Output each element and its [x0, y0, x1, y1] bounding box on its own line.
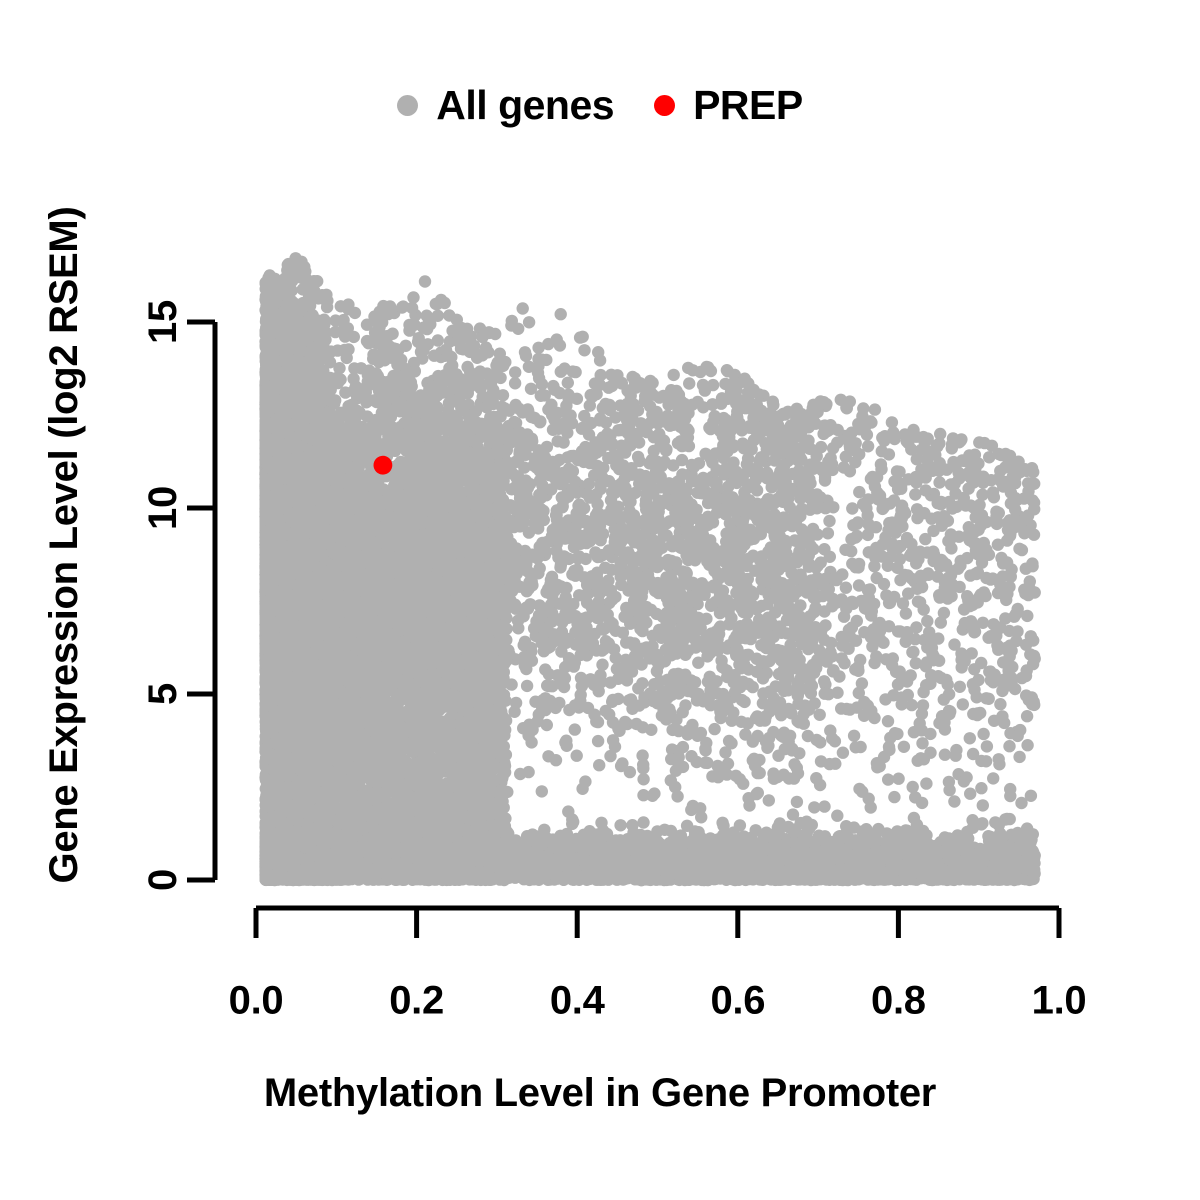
- y-tick-label: 5: [141, 683, 185, 705]
- x-tick-label: 0.6: [710, 979, 765, 1023]
- x-tick-label: 1.0: [1032, 979, 1087, 1023]
- legend-label-prep: PREP: [693, 84, 803, 126]
- x-tick-label: 0.0: [229, 979, 284, 1023]
- x-tick-label: 0.4: [550, 979, 606, 1023]
- legend-swatch-prep-icon: [654, 94, 676, 116]
- axis-layer: [187, 319, 1062, 938]
- legend-entry-all-genes: All genes: [397, 84, 615, 126]
- x-tick-label: 0.8: [871, 979, 926, 1023]
- x-axis-title: Methylation Level in Gene Promoter: [0, 1071, 1200, 1116]
- tick-label-layer: 0 5 10 15 0.0 0.2 0.4 0.6 0.8 1.0: [141, 300, 1087, 1023]
- prep-data-point: [373, 455, 393, 475]
- legend-swatch-all-genes-icon: [397, 94, 419, 116]
- x-tick-label: 0.2: [389, 979, 444, 1023]
- y-tick-label: 10: [141, 486, 185, 530]
- y-tick-label: 0: [141, 869, 185, 891]
- y-tick-label: 15: [141, 300, 185, 344]
- chart-legend: All genes PREP: [0, 78, 1200, 132]
- prep-highlight-layer: [373, 455, 393, 475]
- legend-entry-prep: PREP: [654, 84, 803, 126]
- data-points-layer: [259, 252, 1041, 887]
- legend-label-all-genes: All genes: [436, 84, 614, 126]
